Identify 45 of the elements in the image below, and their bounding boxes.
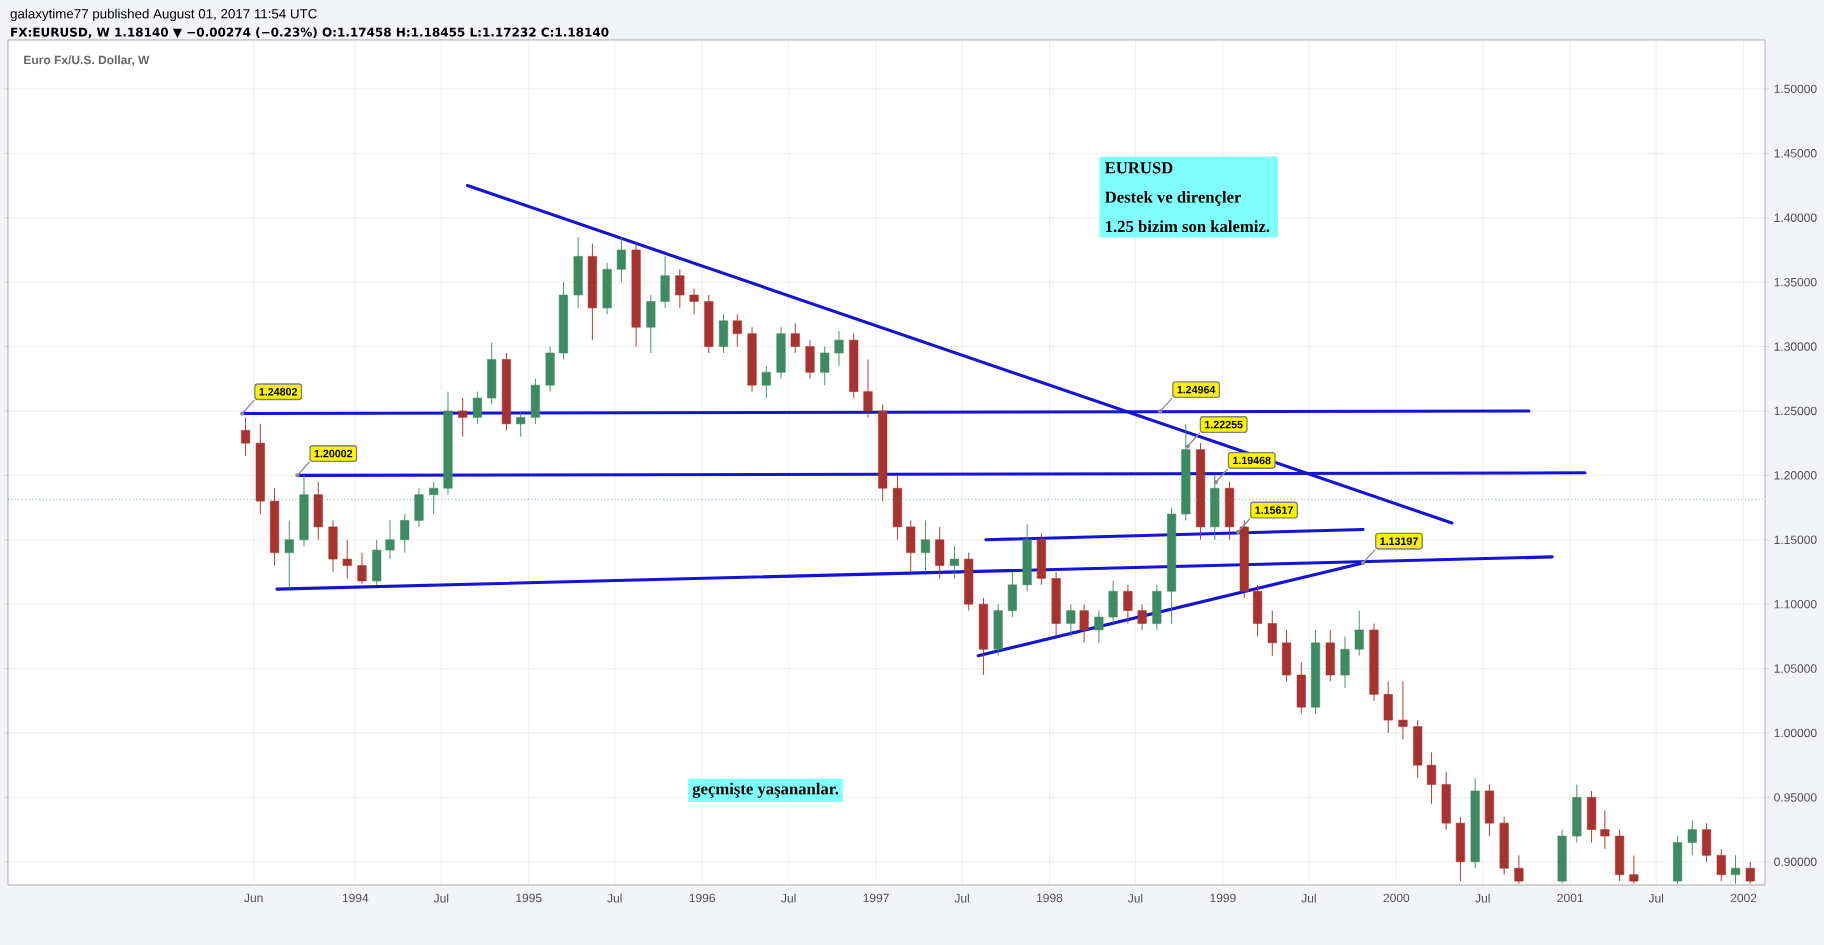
x-tick-label: 1994 [342, 893, 369, 903]
y-tick-label: 1.50000 [1774, 84, 1817, 94]
x-tick-label: Jun [244, 893, 263, 903]
x-tick-label: Jul [1301, 893, 1316, 903]
text: galaxytime77 published August 01, 2017 11:54 UTC [10, 8, 317, 22]
y-tick-label: 1.40000 [1774, 213, 1817, 222]
x-tick-label: 2001 [1557, 893, 1583, 903]
y-tick-label: 1.35000 [1774, 277, 1817, 287]
y-tick-label: 1.05000 [1774, 664, 1817, 673]
x-tick-label: Jul [1475, 893, 1490, 903]
annotation: 1.19468 [1233, 456, 1271, 465]
y-tick-label: 1.30000 [1774, 342, 1817, 351]
annotation: Destek ve dirençler [1105, 191, 1242, 206]
x-tick-label: 1995 [516, 893, 542, 903]
x-tick-label: Jul [1648, 893, 1664, 903]
annotation: 1.24802 [259, 387, 298, 396]
x-tick-label: Jul [1127, 893, 1143, 903]
x-tick-label: Jul [433, 893, 449, 903]
text: Euro Fx/U.S. Dollar, W [24, 55, 150, 66]
x-tick-label: 2002 [1730, 893, 1757, 903]
annotation: 1.13197 [1380, 537, 1418, 545]
annotation: 1.15617 [1255, 506, 1293, 514]
chart-subtitle: FX:EURUSD, W 1.18140 ▼ −0.00274 (−0.23%) O:1.17458 H:1.18455 L:1.17232 C:1.18140 [11, 27, 609, 39]
y-tick-label: 1.45000 [1774, 149, 1817, 158]
annotation: 1.22255 [1205, 420, 1243, 429]
annotation: 1.20002 [314, 449, 353, 458]
y-tick-label: 0.90000 [1774, 857, 1817, 867]
x-tick-label: Jul [954, 893, 969, 903]
y-tick-label: 1.00000 [1774, 728, 1817, 738]
y-tick-label: 1.20000 [1774, 471, 1817, 480]
x-tick-label: Jul [607, 893, 622, 903]
x-tick-label: Jul [781, 893, 796, 903]
y-tick-label: 0.95000 [1774, 793, 1817, 802]
y-tick-label: 1.25000 [1774, 406, 1817, 416]
annotation: geçmişte yaşananlar. [692, 782, 839, 798]
y-tick-label: 1.15000 [1774, 535, 1817, 545]
x-tick-label: 1997 [863, 893, 889, 903]
annotation: 1.24964 [1177, 385, 1216, 394]
x-tick-label: 1999 [1210, 893, 1236, 903]
annotation: EURUSD [1105, 162, 1173, 174]
y-tick-label: 1.10000 [1774, 599, 1817, 609]
x-tick-label: 1996 [689, 893, 715, 903]
x-tick-label: 1998 [1037, 893, 1063, 903]
x-tick-label: 2000 [1383, 893, 1410, 903]
annotation: 1.25 bizim son kalemiz. [1106, 220, 1270, 233]
